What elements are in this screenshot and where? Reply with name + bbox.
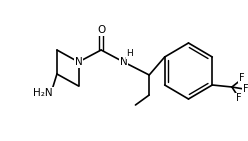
Text: N: N bbox=[75, 57, 82, 67]
Text: N: N bbox=[120, 57, 127, 67]
Text: F: F bbox=[243, 84, 248, 94]
Text: H: H bbox=[126, 49, 133, 59]
Text: F: F bbox=[239, 73, 245, 83]
Text: H₂N: H₂N bbox=[33, 88, 53, 98]
Text: F: F bbox=[236, 93, 242, 103]
Text: O: O bbox=[97, 25, 105, 35]
